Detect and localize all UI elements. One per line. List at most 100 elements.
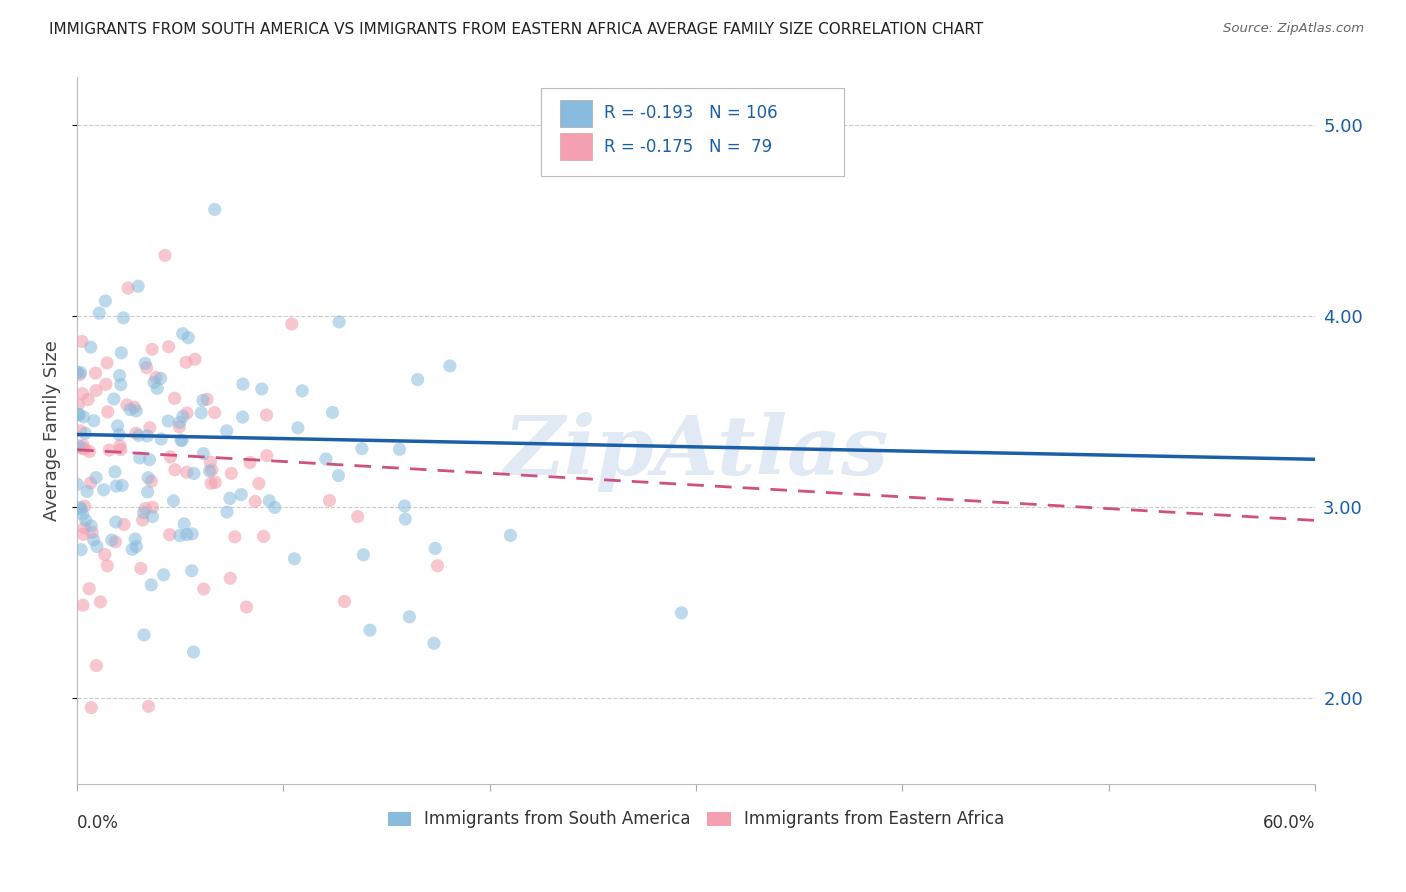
Point — [215, 505, 238, 519]
Point — [159, 527, 181, 541]
Y-axis label: Average Family Size: Average Family Size — [44, 340, 60, 521]
Point — [145, 370, 167, 384]
Point — [132, 506, 155, 520]
Point — [108, 368, 131, 383]
Point — [125, 540, 148, 554]
Point — [169, 416, 191, 430]
Point — [281, 317, 304, 331]
Point — [159, 450, 181, 464]
Point — [115, 398, 138, 412]
Point — [69, 368, 91, 382]
Point — [66, 365, 89, 379]
FancyBboxPatch shape — [560, 133, 592, 160]
Point — [150, 432, 173, 446]
Point — [70, 542, 93, 557]
Point — [198, 464, 221, 478]
Point — [70, 334, 93, 349]
Point — [69, 500, 91, 515]
Point — [394, 512, 416, 526]
Point — [110, 377, 132, 392]
Point — [104, 534, 127, 549]
Point — [100, 533, 122, 548]
Point — [256, 408, 278, 422]
Point — [75, 426, 97, 441]
Point — [219, 571, 242, 585]
Point — [183, 467, 205, 481]
Text: R = -0.193   N = 106: R = -0.193 N = 106 — [605, 104, 778, 122]
Point — [94, 377, 117, 392]
Point — [84, 470, 107, 484]
Point — [141, 343, 163, 357]
Point — [423, 636, 446, 650]
Point — [72, 527, 94, 541]
Point — [135, 360, 157, 375]
Point — [96, 558, 118, 573]
Point — [157, 414, 180, 428]
Point — [157, 340, 180, 354]
Point — [66, 407, 89, 421]
Point — [359, 623, 381, 637]
Point — [94, 548, 117, 562]
Legend: Immigrants from South America, Immigrants from Eastern Africa: Immigrants from South America, Immigrant… — [388, 811, 1004, 829]
Point — [110, 346, 132, 360]
Point — [191, 393, 214, 408]
Point — [231, 488, 253, 502]
Point — [425, 541, 447, 556]
Point — [136, 484, 159, 499]
Point — [184, 352, 207, 367]
Point — [499, 528, 522, 542]
Point — [69, 366, 91, 380]
Point — [72, 508, 94, 522]
Point — [75, 513, 97, 527]
Point — [72, 386, 94, 401]
Point — [69, 408, 91, 422]
Point — [394, 499, 416, 513]
Point — [77, 582, 100, 596]
Point — [353, 548, 375, 562]
Point — [239, 456, 262, 470]
Point — [190, 406, 212, 420]
Point — [426, 558, 449, 573]
Point — [141, 509, 163, 524]
Point — [72, 438, 94, 452]
Point — [84, 366, 107, 380]
Point — [263, 500, 285, 515]
Point — [73, 442, 96, 456]
Point — [136, 471, 159, 485]
Point — [112, 310, 135, 325]
Point — [406, 373, 429, 387]
Point — [439, 359, 461, 373]
Text: IMMIGRANTS FROM SOUTH AMERICA VS IMMIGRANTS FROM EASTERN AFRICA AVERAGE FAMILY S: IMMIGRANTS FROM SOUTH AMERICA VS IMMIGRA… — [49, 22, 983, 37]
Point — [94, 293, 117, 308]
Point — [66, 477, 89, 491]
Point — [204, 202, 226, 217]
Point — [173, 516, 195, 531]
Point — [253, 529, 276, 543]
Point — [180, 564, 202, 578]
Point — [98, 443, 121, 458]
Point — [328, 468, 350, 483]
Point — [110, 442, 132, 457]
Point — [108, 427, 131, 442]
Point — [169, 528, 191, 542]
Point — [224, 530, 246, 544]
Point — [193, 446, 215, 460]
Point — [200, 476, 222, 491]
Point — [67, 439, 90, 453]
Point — [388, 442, 411, 457]
Text: Source: ZipAtlas.com: Source: ZipAtlas.com — [1223, 22, 1364, 36]
Point — [398, 609, 420, 624]
Point — [124, 532, 146, 546]
Point — [250, 382, 273, 396]
Point — [204, 475, 226, 490]
Point — [153, 248, 176, 262]
Point — [83, 414, 105, 428]
Point — [141, 474, 163, 488]
Point — [80, 525, 103, 540]
Point — [172, 409, 194, 424]
Point — [315, 452, 337, 467]
Point — [96, 356, 118, 370]
Point — [136, 429, 159, 443]
Point — [221, 467, 243, 481]
Point — [181, 526, 204, 541]
